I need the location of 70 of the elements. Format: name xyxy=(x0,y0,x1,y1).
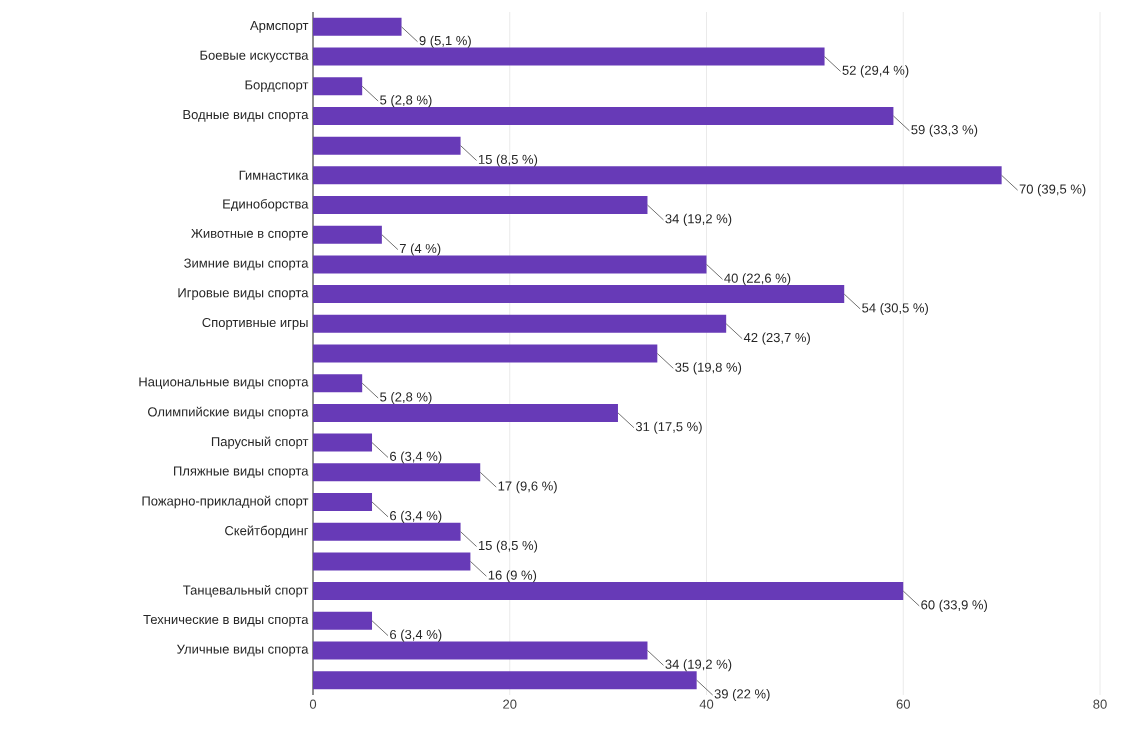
bar xyxy=(313,344,658,363)
data-label: 60 (33,9 %) xyxy=(921,599,988,612)
data-label: 31 (17,5 %) xyxy=(635,421,702,434)
bar xyxy=(313,671,697,690)
data-label: 39 (22 %) xyxy=(714,688,770,702)
bar xyxy=(313,77,363,96)
bar xyxy=(313,552,471,571)
bar xyxy=(313,463,481,482)
bar xyxy=(313,17,402,36)
bar xyxy=(313,314,727,333)
x-tick-label: 40 xyxy=(699,699,714,709)
bar xyxy=(313,641,648,660)
bar xyxy=(313,136,461,155)
y-tick-label: Танцевальный спорт xyxy=(183,584,309,598)
data-label: 6 (3,4 %) xyxy=(390,629,442,642)
bar xyxy=(313,403,618,422)
bar xyxy=(313,166,1002,185)
data-label: 5 (2,8 %) xyxy=(380,391,432,405)
data-label: 59 (33,3 %) xyxy=(911,124,978,137)
data-label: 34 (19,2 %) xyxy=(665,213,732,226)
data-label: 16 (9 %) xyxy=(488,570,537,583)
y-tick-label: Гимнастика xyxy=(239,170,309,180)
bar xyxy=(313,611,373,630)
data-label: 5 (2,8 %) xyxy=(380,95,432,108)
bar xyxy=(313,582,904,601)
y-tick-label: Уличные виды спорта xyxy=(176,644,309,657)
bar xyxy=(313,106,894,125)
data-label: 6 (3,4 %) xyxy=(390,451,442,464)
data-label: 42 (23,7 %) xyxy=(743,332,810,345)
data-label: 15 (8,5 %) xyxy=(478,540,538,553)
x-tick-label: 0 xyxy=(309,699,317,709)
bar xyxy=(313,374,363,393)
y-tick-label: Пляжные виды спорта xyxy=(174,466,309,479)
data-label: 54 (30,5 %) xyxy=(862,302,928,316)
bar xyxy=(313,522,461,541)
data-label: 17 (9,6 %) xyxy=(498,481,557,494)
bar xyxy=(313,196,648,215)
y-tick-label: Боевые искусства xyxy=(200,50,309,63)
data-label: 70 (39,5 %) xyxy=(1019,184,1086,197)
y-tick-label: Животные в спорте xyxy=(191,228,308,241)
data-label: 15 (8,5 %) xyxy=(478,154,538,167)
bar xyxy=(313,433,373,452)
data-label: 9 (5,1 %) xyxy=(419,35,471,48)
bar xyxy=(313,255,707,274)
data-label: 6 (3,4 %) xyxy=(390,510,442,523)
y-tick-label: Зимние виды спорта xyxy=(184,258,309,271)
y-tick-label: Скейтбординг xyxy=(225,525,309,538)
y-tick-label: Единоборства xyxy=(223,198,309,212)
bar xyxy=(313,492,373,511)
bar xyxy=(313,47,825,66)
y-tick-label: Спортивные игры xyxy=(202,317,308,330)
bar xyxy=(313,225,382,244)
bar xyxy=(313,285,845,304)
data-label: 7 (4 %) xyxy=(399,243,441,256)
x-tick-label: 20 xyxy=(503,699,517,709)
y-tick-label: Технические в виды спорта xyxy=(143,614,309,627)
x-tick-label: 80 xyxy=(1093,699,1107,709)
x-tick-label: 60 xyxy=(896,699,910,709)
data-label: 40 (22,6 %) xyxy=(724,273,791,286)
y-tick-label: Бордспорт xyxy=(245,80,309,93)
y-tick-label: Национальные виды спорта xyxy=(139,377,309,390)
y-tick-label: Пожарно-прикладной спорт xyxy=(142,495,309,509)
y-tick-label: Армспорт xyxy=(249,21,309,33)
y-tick-label: Игровые виды спорта xyxy=(178,288,309,300)
data-label: 52 (29,4 %) xyxy=(842,65,909,78)
y-tick-label: Парусный спорт xyxy=(211,436,309,449)
data-label: 35 (19,8 %) xyxy=(675,362,742,375)
y-tick-label: Олимпийские виды спорта xyxy=(148,406,309,420)
y-tick-label: Водные виды спорта xyxy=(183,110,309,122)
data-label: 34 (19,2 %) xyxy=(665,659,732,672)
